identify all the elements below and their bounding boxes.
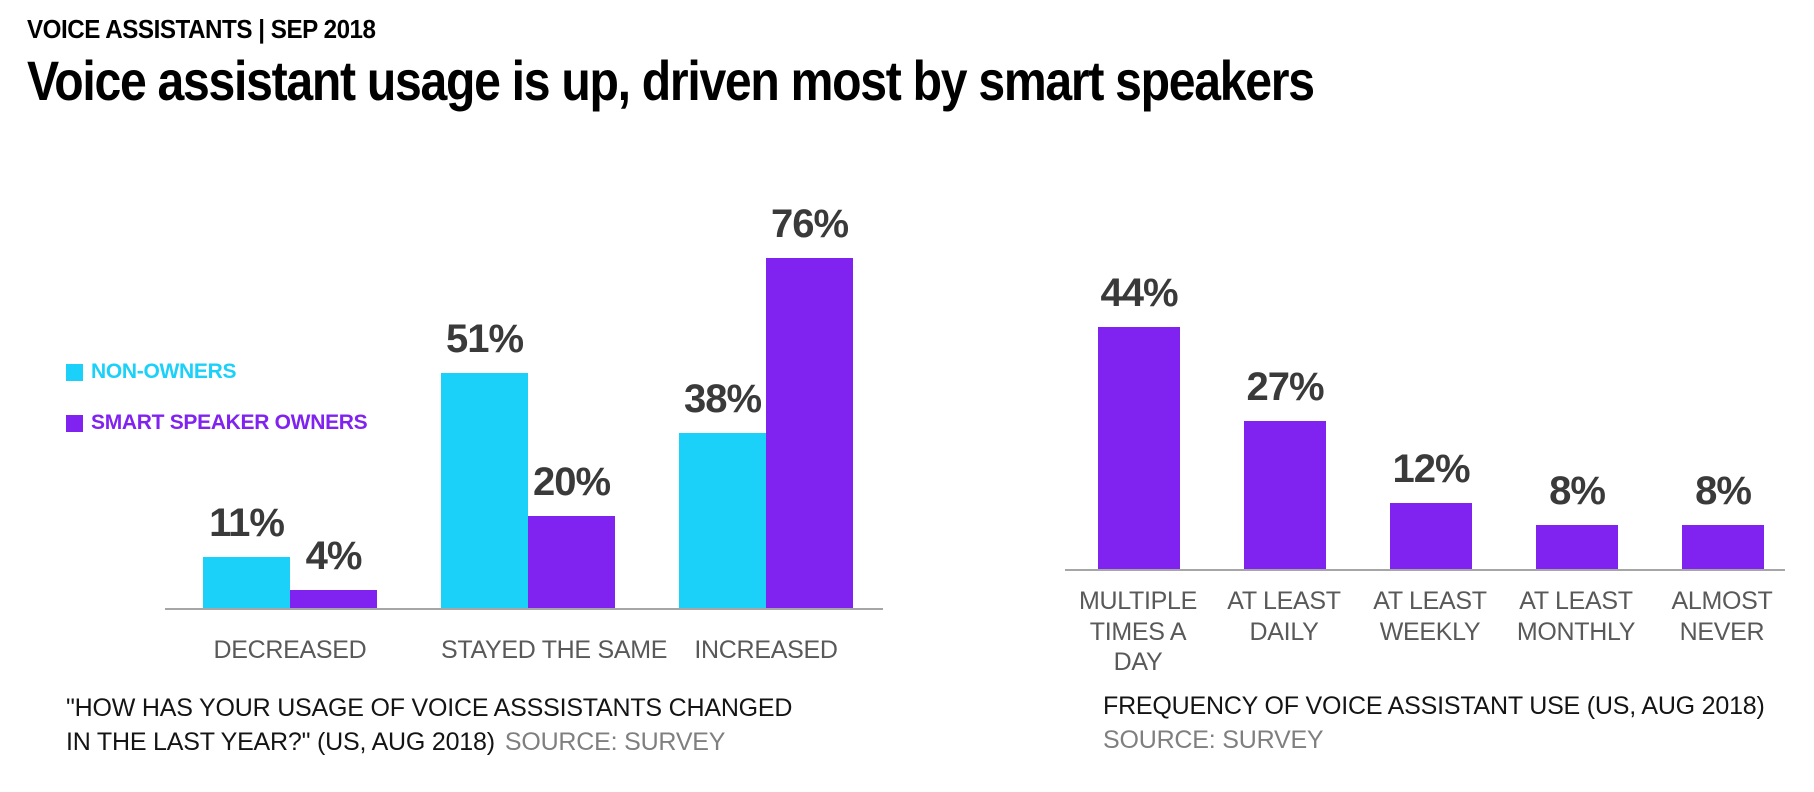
value-label: 12% [1392, 447, 1470, 491]
category-line: AT LEAST [1227, 587, 1341, 615]
bar-group: 38% 76% [679, 204, 853, 608]
bar-cyan [679, 433, 766, 608]
category-label: STAYED THE SAME [441, 636, 668, 664]
bar-group: 11% 4% [203, 503, 377, 608]
usage-change-caption: "HOW HAS YOUR USAGE OF VOICE ASSSISTANTS… [66, 692, 814, 759]
category-label: DECREASED [213, 636, 367, 664]
bar-purple [1390, 503, 1472, 569]
bar-purple [1098, 327, 1180, 569]
kicker-label: VOICE ASSISTANTS | SEP 2018 [27, 14, 376, 44]
bar-cyan [203, 557, 290, 608]
usage-change-categories: DECREASED STAYED THE SAME INCREASED [165, 636, 883, 665]
bar-column: 8% [1682, 471, 1764, 569]
bar-column: 51% [441, 319, 528, 608]
category-line: ALMOST [1671, 587, 1773, 615]
caption-source: SOURCE: SURVEY [504, 727, 726, 756]
caption-title: FREQUENCY OF VOICE ASSISTANT USE (US, AU… [1103, 692, 1765, 720]
bar-group: 8% [1682, 471, 1764, 569]
legend: NON-OWNERS SMART SPEAKER OWNERS [66, 360, 368, 435]
category-label: MULTIPLE TIMES A DAY [1065, 586, 1211, 678]
bar-group: 27% [1244, 364, 1326, 569]
bar-cyan [441, 373, 528, 608]
bar-column: 4% [290, 536, 377, 608]
value-label: 8% [1549, 469, 1606, 513]
category-line: AT LEAST [1519, 587, 1633, 615]
value-label: 44% [1100, 271, 1178, 315]
category-line: DAILY [1249, 617, 1319, 646]
bar-column: 38% [679, 379, 766, 608]
bar-purple [290, 589, 377, 608]
bar-purple [1536, 525, 1618, 569]
category-line: MULTIPLE [1079, 587, 1197, 615]
legend-swatch [66, 363, 83, 381]
category-line: TIMES A DAY [1089, 617, 1187, 677]
category-line: MONTHLY [1516, 617, 1636, 646]
category-line: WEEKLY [1379, 617, 1481, 646]
bar-column: 76% [766, 204, 853, 608]
bar-group: 51% 20% [441, 319, 615, 608]
bar-purple [1682, 525, 1764, 569]
frequency-caption: FREQUENCY OF VOICE ASSISTANT USE (US, AU… [1103, 690, 1803, 757]
value-label: 38% [683, 377, 762, 422]
caption-source: SOURCE: SURVEY [1103, 725, 1324, 754]
category-label: ALMOST NEVER [1649, 586, 1795, 678]
category-line: NEVER [1679, 617, 1765, 646]
bar-purple [766, 258, 853, 608]
legend-item: SMART SPEAKER OWNERS [66, 411, 368, 435]
legend-swatch [66, 414, 83, 432]
bar-group: 44% [1098, 273, 1180, 569]
bar-column: 11% [203, 503, 290, 608]
bar-column: 27% [1244, 364, 1326, 569]
value-label: 4% [305, 533, 363, 578]
legend-label: SMART SPEAKER OWNERS [91, 411, 368, 434]
legend-item: NON-OWNERS [66, 360, 367, 384]
category-label: AT LEAST WEEKLY [1357, 586, 1503, 678]
value-label: 11% [209, 501, 285, 546]
bar-column: 44% [1098, 273, 1180, 569]
category-label: INCREASED [694, 636, 838, 664]
legend-label: NON-OWNERS [91, 360, 237, 383]
bar-column: 8% [1536, 471, 1618, 569]
bar-group: 12% [1390, 449, 1472, 569]
caption-question: "HOW HAS YOUR USAGE OF VOICE ASSSISTANTS… [66, 694, 793, 756]
category-label: AT LEAST DAILY [1211, 586, 1357, 678]
category-label: AT LEAST MONTHLY [1503, 586, 1649, 678]
value-label: 51% [445, 317, 524, 362]
usage-change-bars: 11% 4% 51% 20% 38% 76% [165, 188, 883, 610]
value-label: 27% [1246, 364, 1324, 409]
value-label: 76% [770, 202, 849, 247]
frequency-categories: MULTIPLE TIMES A DAY AT LEAST DAILY AT LEAST… [1065, 586, 1795, 678]
bar-column: 20% [528, 462, 615, 608]
bar-column: 12% [1390, 449, 1472, 569]
page-title: Voice assistant usage is up, driven most… [27, 49, 1315, 112]
frequency-bars: 44% 27% 12% 8% 8% [1065, 229, 1785, 571]
bar-purple [528, 516, 615, 608]
bar-group: 8% [1536, 471, 1618, 569]
value-label: 8% [1695, 469, 1752, 513]
bar-purple [1244, 420, 1326, 569]
value-label: 20% [532, 460, 611, 504]
category-line: AT LEAST [1373, 587, 1487, 615]
